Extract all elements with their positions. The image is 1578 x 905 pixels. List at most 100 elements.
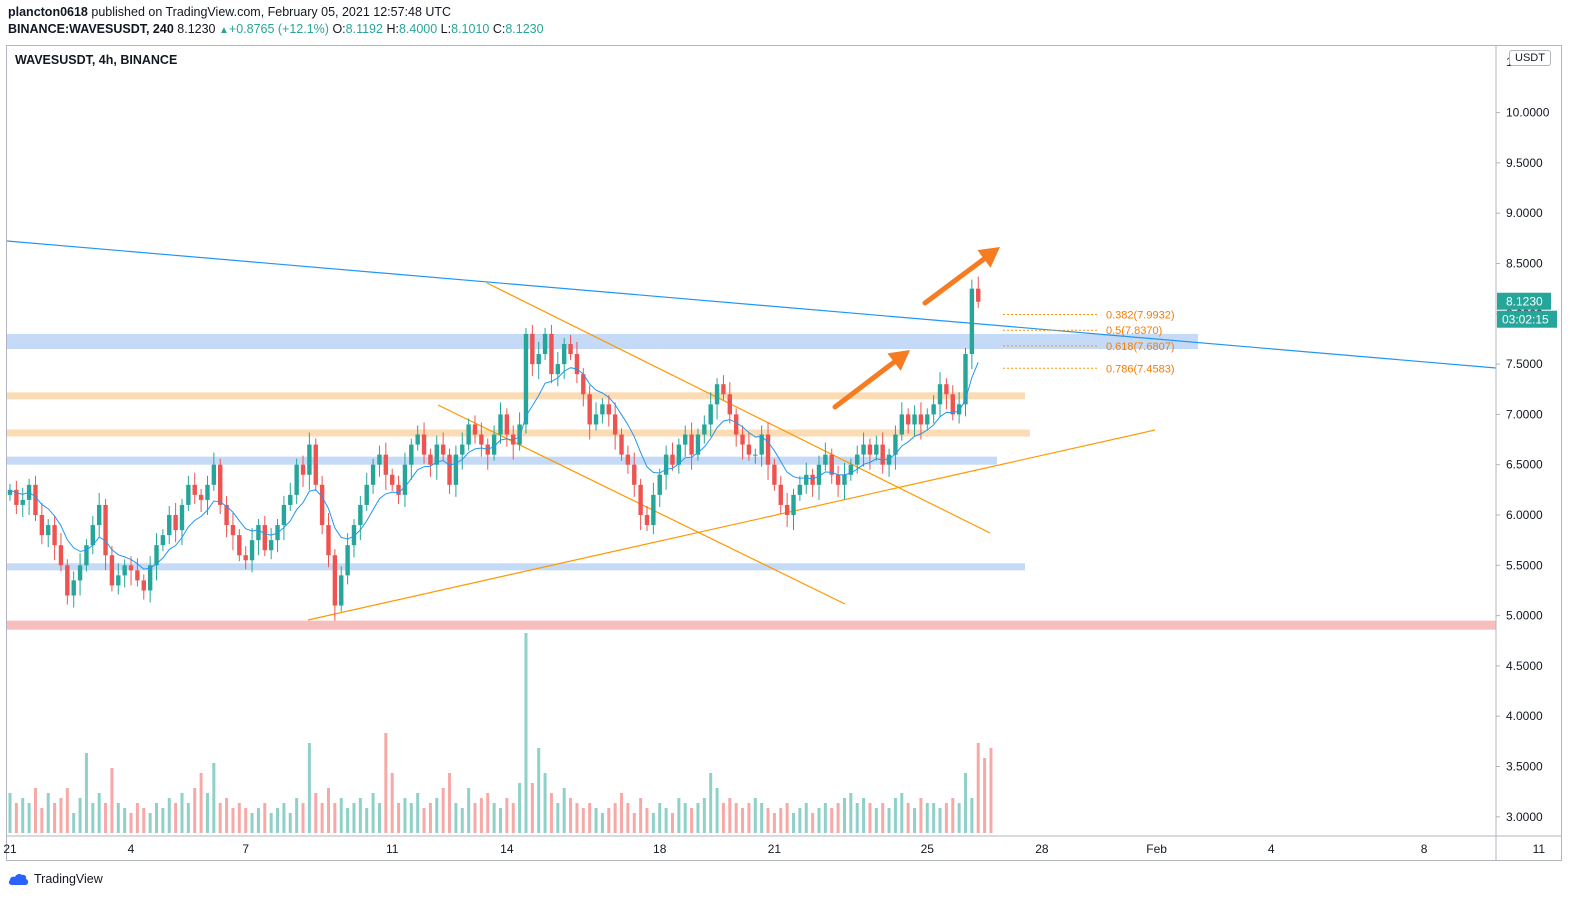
candle-body: [568, 343, 573, 355]
volume-bar: [199, 773, 203, 833]
candle-body: [249, 540, 255, 561]
x-tick-label: 7: [242, 842, 249, 856]
volume-bar: [881, 803, 885, 833]
candle-body: [963, 354, 968, 405]
candle-body: [339, 575, 344, 606]
candle-body: [167, 515, 172, 536]
fib-level-label: 0.382(7.9932): [1106, 309, 1175, 321]
volume-bar: [110, 768, 114, 833]
candle-body: [625, 454, 631, 465]
candle-body: [230, 525, 236, 536]
volume-bar: [868, 803, 872, 833]
candle-body: [619, 434, 624, 455]
currency-badge[interactable]: USDT: [1509, 50, 1551, 66]
volume-bar: [256, 808, 260, 833]
candle-body: [536, 354, 541, 365]
volume-bar: [543, 773, 547, 833]
volume-bar: [454, 803, 458, 833]
x-tick-label: 28: [1035, 842, 1049, 856]
candle-body: [899, 414, 904, 435]
candle-body: [695, 434, 701, 455]
candle-body: [918, 414, 924, 425]
volume-bar: [161, 808, 165, 833]
candle-body: [453, 454, 459, 485]
sr-zone: [7, 563, 1025, 571]
fib-level-label: 0.618(7.6807): [1106, 341, 1175, 353]
volume-bar: [135, 803, 139, 833]
candle-body: [733, 414, 739, 435]
candle-body: [498, 414, 503, 435]
countdown-badge: [1497, 310, 1557, 328]
candle-body: [39, 515, 45, 536]
candle-body: [256, 525, 261, 541]
volume-bar: [269, 813, 273, 833]
candle-body: [415, 434, 420, 445]
candle-body: [326, 525, 331, 556]
volume-bar: [862, 798, 866, 833]
candle-body: [886, 454, 892, 465]
fib-layer: 0.382(7.9932) 0.5(7.8370) 0.618(7.6807) 0.7…: [1003, 309, 1175, 375]
candle-body: [243, 555, 248, 561]
candle-body: [606, 404, 611, 415]
volume-bar: [970, 798, 974, 833]
volume-bar: [473, 803, 477, 833]
volume-bar: [72, 813, 76, 833]
volume-bar: [123, 808, 127, 833]
candle-body: [58, 545, 64, 566]
sr-zone: [7, 392, 1025, 400]
volume-bar: [537, 748, 541, 833]
countdown-text: 03:02:15: [1502, 313, 1549, 327]
candle-body: [383, 454, 389, 475]
volume-bar: [747, 803, 751, 833]
candle-body: [409, 444, 414, 465]
high-label: H:: [386, 22, 399, 36]
volume-bar: [906, 803, 910, 833]
y-tick-label: 10.0000: [1506, 106, 1550, 120]
candle-body: [542, 333, 548, 355]
candle-body: [600, 404, 605, 415]
candle-body: [612, 414, 618, 435]
volume-bar: [645, 808, 649, 833]
candle-body: [593, 414, 599, 425]
volume-bar: [142, 808, 146, 833]
candle-body: [288, 494, 293, 505]
candle-body: [205, 484, 210, 500]
volume-bar: [779, 808, 783, 833]
volume-bar: [728, 798, 732, 833]
price-change: +0.8765 (+12.1%): [228, 22, 329, 36]
volume-bar: [938, 808, 942, 833]
publisher-name[interactable]: plancton0618: [8, 5, 88, 19]
volume-bar: [416, 793, 420, 833]
volume-bar: [709, 773, 713, 833]
candle-body: [358, 504, 363, 526]
candle-body: [103, 504, 108, 556]
volume-bar: [798, 808, 802, 833]
candle-body: [122, 565, 127, 576]
x-tick-label: 4: [1268, 842, 1275, 856]
candle-body: [421, 434, 427, 455]
candle-body: [460, 444, 465, 455]
ema-layer: [9, 362, 979, 570]
candle-body: [714, 384, 720, 405]
volume-bar: [932, 803, 936, 833]
tradingview-logo[interactable]: TradingView: [8, 872, 103, 886]
candle-body: [84, 545, 89, 566]
trend-arrow-head: [977, 247, 1000, 268]
volume-bar: [435, 798, 439, 833]
candle-body: [561, 343, 567, 365]
candle-body: [147, 565, 153, 591]
volume-bar: [575, 803, 579, 833]
volume-bar: [893, 798, 897, 833]
volume-bar: [753, 798, 757, 833]
candle-body: [670, 454, 675, 465]
volume-bar: [569, 798, 573, 833]
volume-bar: [562, 788, 566, 833]
candle-body: [523, 333, 529, 425]
candle-body: [848, 464, 854, 475]
volume-bar: [428, 803, 432, 833]
chart-frame[interactable]: [6, 45, 1562, 861]
volume-bar: [613, 803, 617, 833]
candle-body: [689, 434, 694, 455]
candle-body: [135, 570, 140, 581]
